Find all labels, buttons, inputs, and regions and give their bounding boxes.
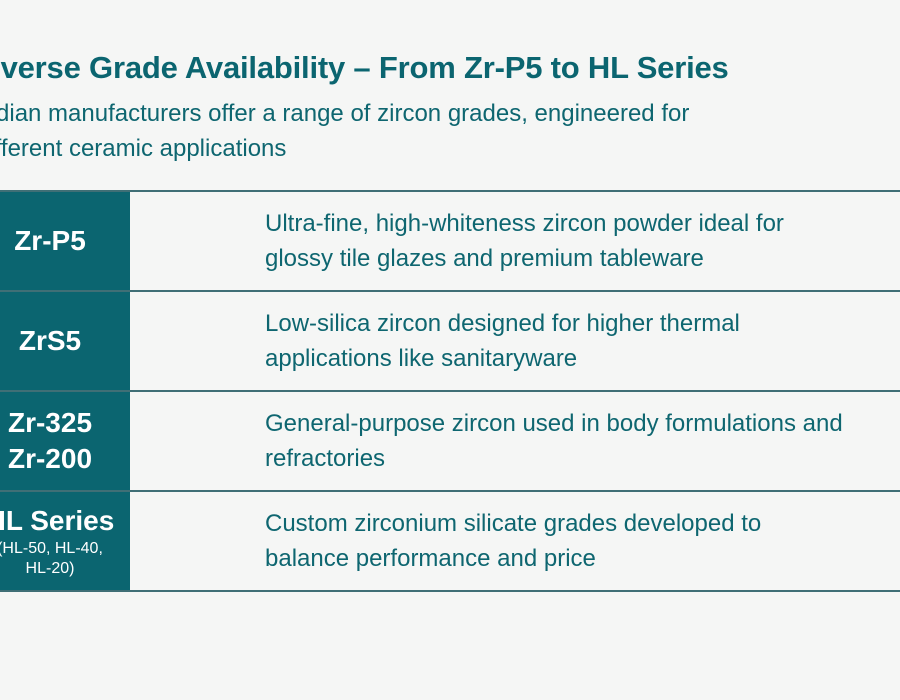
grade-note: (HL-50, HL-40, HL-20) <box>0 540 103 577</box>
grade-name: HL Series <box>0 505 115 536</box>
grade-cell: HL Series (HL-50, HL-40, HL-20) <box>0 492 130 590</box>
grade-name: Zr-325 Zr-200 <box>7 407 93 474</box>
table-row: HL Series (HL-50, HL-40, HL-20) Custom z… <box>0 490 900 592</box>
grade-cell: ZrS5 <box>0 292 130 390</box>
grade-description: Low-silica zircon designed for higher th… <box>265 310 740 372</box>
grade-description: Custom zirconium silicate grades develop… <box>265 510 762 572</box>
grade-cell: Zr-325 Zr-200 <box>0 392 130 490</box>
grade-description: Ultra-fine, high-whiteness zircon powder… <box>265 210 784 272</box>
page-title: Diverse Grade Availability – From Zr-P5 … <box>0 50 729 85</box>
grade-description: General-purpose zircon used in body form… <box>265 410 843 472</box>
page-subtitle: Indian manufacturers offer a range of zi… <box>0 100 690 162</box>
table-row: Zr-P5 Ultra-fine, high-whiteness zircon … <box>0 190 900 290</box>
grade-name: ZrS5 <box>18 325 82 356</box>
table-row: Zr-325 Zr-200 General-purpose zircon use… <box>0 390 900 490</box>
grade-name: Zr-P5 <box>14 225 86 256</box>
grade-cell: Zr-P5 <box>0 192 130 290</box>
table-row: ZrS5 Low-silica zircon designed for high… <box>0 290 900 390</box>
grades-table: Zr-P5 Ultra-fine, high-whiteness zircon … <box>0 190 900 592</box>
